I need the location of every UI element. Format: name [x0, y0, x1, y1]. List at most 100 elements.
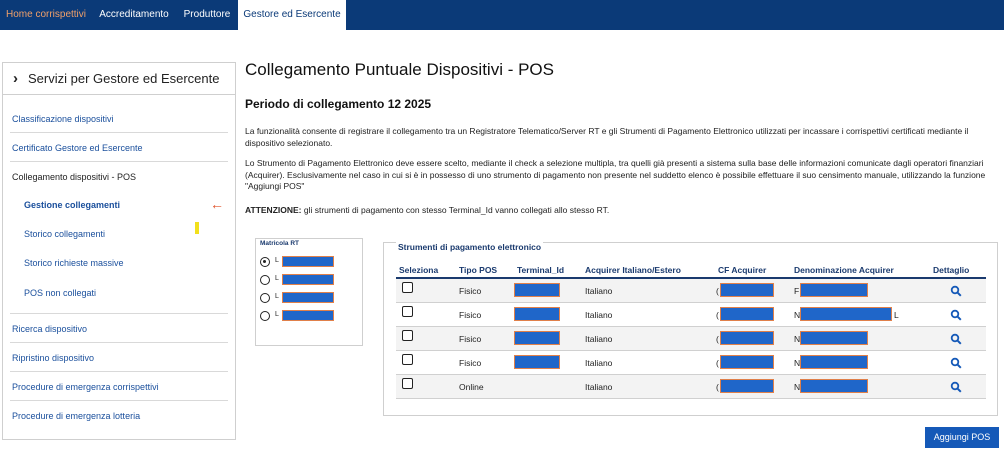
column-header: Seleziona	[399, 265, 439, 275]
sidebar-item-storico-richieste[interactable]: Storico richieste massive	[24, 258, 124, 268]
radio-button[interactable]	[260, 311, 270, 321]
sidebar-header: › Servizi per Gestore ed Esercente	[3, 63, 235, 95]
page-title: Collegamento Puntuale Dispositivi - POS	[245, 60, 554, 79]
period-title: Periodo di collegamento 12 2025	[245, 97, 432, 111]
redacted-value	[282, 310, 334, 321]
tab-gestore-esercente[interactable]: Gestore ed Esercente	[238, 0, 346, 30]
sidebar: › Servizi per Gestore ed Esercente	[2, 62, 236, 440]
tipo-pos-cell: Fisico	[459, 358, 482, 368]
seleziona-checkbox[interactable]	[402, 306, 413, 317]
column-header: CF Acquirer	[718, 265, 767, 275]
redacted-value	[282, 292, 334, 303]
table-row: Fisico Italiano (N L	[396, 303, 986, 327]
acquirer-cell: Italiano	[585, 310, 613, 320]
tipo-pos-cell: Fisico	[459, 310, 482, 320]
matricola-option[interactable]: L	[260, 292, 360, 304]
attention-label: ATTENZIONE:	[245, 205, 302, 215]
cf-acquirer-prefix: (	[716, 286, 719, 296]
divider	[10, 161, 228, 162]
sidebar-item-ricerca[interactable]: Ricerca dispositivo	[12, 324, 88, 334]
divider	[10, 313, 228, 314]
sidebar-title: Servizi per Gestore ed Esercente	[28, 71, 220, 86]
redacted-cf-acquirer	[720, 379, 774, 393]
tab-produttore[interactable]: Produttore	[183, 9, 231, 20]
cf-acquirer-prefix: (	[716, 310, 719, 320]
cf-acquirer-prefix: (	[716, 382, 719, 392]
divider	[10, 132, 228, 133]
magnifier-icon[interactable]	[950, 357, 962, 369]
seleziona-checkbox[interactable]	[402, 378, 413, 389]
radio-button[interactable]	[260, 275, 270, 285]
chevron-right-icon: ›	[13, 70, 18, 87]
denominazione-prefix: N	[794, 310, 801, 320]
sidebar-item-classificazione[interactable]: Classificazione dispositivi	[12, 114, 114, 124]
column-header: Terminal_Id	[517, 265, 565, 275]
sidebar-item-storico-collegamenti[interactable]: Storico collegamenti	[24, 229, 106, 239]
acquirer-cell: Italiano	[585, 358, 613, 368]
divider	[10, 371, 228, 372]
table-row: Online Italiano (N	[396, 375, 986, 399]
redacted-denominazione	[800, 379, 868, 393]
aggiungi-pos-button[interactable]: Aggiungi POS	[925, 427, 999, 448]
table-row: Fisico Italiano ( N	[396, 351, 986, 375]
column-header: Denominazione Acquirer	[794, 265, 894, 275]
redacted-terminal-id	[514, 283, 560, 297]
radio-button[interactable]	[260, 293, 270, 303]
column-header: Dettaglio	[933, 265, 970, 275]
table-header-divider	[396, 277, 986, 279]
sidebar-item-certificato[interactable]: Certificato Gestore ed Esercente	[12, 143, 143, 153]
magnifier-icon[interactable]	[950, 333, 962, 345]
redacted-value	[282, 256, 334, 267]
cf-acquirer-prefix: (	[716, 334, 719, 344]
strumenti-label: Strumenti di pagamento elettronico	[396, 242, 544, 252]
tab-accreditamento[interactable]: Accreditamento	[99, 9, 169, 20]
description-paragraph: La funzionalità consente di registrare i…	[245, 126, 969, 148]
denominazione-prefix: N	[794, 334, 801, 344]
redacted-terminal-id	[514, 355, 560, 369]
matricola-rt-label: Matricola RT	[260, 240, 300, 247]
radio-button-selected[interactable]	[260, 257, 270, 267]
tipo-pos-cell: Online	[459, 382, 484, 392]
magnifier-icon[interactable]	[950, 381, 962, 393]
redacted-denominazione	[800, 307, 892, 321]
matricola-prefix: L	[275, 257, 279, 264]
table-row: Fisico Italiano ( N	[396, 327, 986, 351]
sidebar-item-ripristino[interactable]: Ripristino dispositivo	[12, 353, 95, 363]
redacted-cf-acquirer	[720, 307, 774, 321]
matricola-prefix: L	[275, 311, 279, 318]
matricola-prefix: L	[275, 293, 279, 300]
tab-home-corrispettivi[interactable]: Home corrispettivi	[5, 9, 87, 20]
denominazione-prefix: N	[794, 358, 801, 368]
divider	[10, 400, 228, 401]
redacted-cf-acquirer	[720, 355, 774, 369]
attention-note: ATTENZIONE: gli strumenti di pagamento c…	[245, 205, 997, 217]
sidebar-item-emergenza-corrispettivi[interactable]: Procedure di emergenza corrispettivi	[12, 382, 159, 392]
highlight-marker	[195, 222, 199, 234]
sidebar-item-emergenza-lotteria[interactable]: Procedure di emergenza lotteria	[12, 411, 141, 421]
tipo-pos-cell: Fisico	[459, 334, 482, 344]
magnifier-icon[interactable]	[950, 285, 962, 297]
table-row: Fisico Italiano (F	[396, 279, 986, 303]
redacted-value	[282, 274, 334, 285]
sidebar-item-pos-non-collegati[interactable]: POS non collegati	[24, 288, 97, 298]
sidebar-item-collegamento[interactable]: Collegamento dispositivi - POS	[12, 172, 137, 182]
column-header: Acquirer Italiano/Estero	[585, 265, 681, 275]
redacted-denominazione	[800, 355, 868, 369]
matricola-prefix: L	[275, 275, 279, 282]
sidebar-item-gestione-collegamenti[interactable]: Gestione collegamenti	[24, 200, 121, 210]
matricola-option[interactable]: L	[260, 274, 360, 286]
divider	[10, 342, 228, 343]
seleziona-checkbox[interactable]	[402, 282, 413, 293]
matricola-rt-panel: Matricola RT L L L L	[255, 238, 363, 346]
strumenti-pagamento-panel: Strumenti di pagamento elettronico Selez…	[383, 242, 998, 416]
redacted-denominazione	[800, 331, 868, 345]
matricola-option[interactable]: L	[260, 256, 360, 268]
seleziona-checkbox[interactable]	[402, 354, 413, 365]
magnifier-icon[interactable]	[950, 309, 962, 321]
matricola-option[interactable]: L	[260, 310, 360, 322]
acquirer-cell: Italiano	[585, 334, 613, 344]
cf-acquirer-prefix: (	[716, 358, 719, 368]
seleziona-checkbox[interactable]	[402, 330, 413, 341]
redacted-terminal-id	[514, 307, 560, 321]
attention-text: gli strumenti di pagamento con stesso Te…	[301, 205, 610, 215]
